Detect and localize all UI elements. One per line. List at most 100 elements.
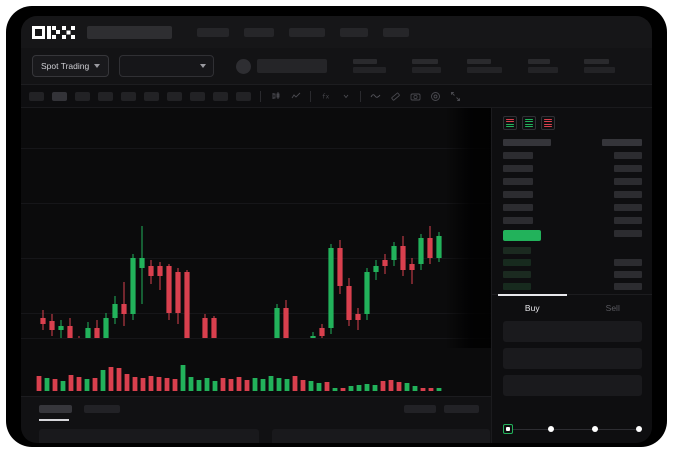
ask-price-0[interactable]: [503, 139, 551, 146]
bid-price-2[interactable]: [503, 271, 531, 278]
spread-amount: [614, 230, 642, 237]
candle-body-16: [184, 272, 190, 338]
slider-track: [506, 428, 639, 430]
buy-tab[interactable]: Buy: [492, 294, 573, 321]
timeframe-button-0[interactable]: [29, 91, 44, 101]
timeframe-button-3[interactable]: [98, 91, 113, 101]
bid-price-1[interactable]: [503, 259, 531, 266]
nav-item-2[interactable]: [289, 27, 325, 37]
volume-bar-41: [364, 384, 370, 391]
slider-step-dot-1[interactable]: [592, 426, 598, 432]
timeframe-button-1[interactable]: [52, 91, 67, 101]
nav-item-1[interactable]: [244, 27, 274, 37]
nav-item-0[interactable]: [197, 27, 229, 37]
orderbook-mode-asks[interactable]: [541, 116, 555, 130]
okx-logo[interactable]: [32, 25, 75, 39]
ask-amount-2: [614, 165, 642, 172]
buy-sell-tabs: Buy Sell: [492, 294, 652, 321]
timeframe-button-4[interactable]: [121, 91, 136, 101]
search-input[interactable]: [87, 25, 172, 39]
order-total-field[interactable]: [503, 375, 642, 396]
camera-icon[interactable]: [410, 91, 421, 102]
ruler-icon[interactable]: [390, 91, 401, 102]
line-chart-icon[interactable]: [290, 91, 301, 102]
order-price-field[interactable]: [503, 321, 642, 342]
gridline-2: [21, 258, 491, 259]
volume-bar-17: [172, 379, 178, 391]
ticker-stat-value: [584, 67, 616, 73]
bid-price-0[interactable]: [503, 247, 531, 254]
candle-body-13: [157, 266, 163, 276]
ticker-stat-2: [467, 59, 503, 73]
bottom-tab-0[interactable]: [39, 405, 72, 413]
volume-bar-0: [36, 376, 42, 391]
volume-bar-11: [124, 374, 130, 391]
sell-tab[interactable]: Sell: [573, 295, 653, 321]
bottom-right-tab-1[interactable]: [444, 405, 479, 413]
slider-step-dot-2[interactable]: [636, 426, 642, 432]
volume-bar-50: [436, 388, 442, 391]
ask-price-1[interactable]: [503, 152, 533, 159]
bottom-card-1[interactable]: [272, 429, 490, 443]
volume-bar-9: [108, 367, 114, 391]
nav-item-3[interactable]: [340, 27, 368, 37]
ask-price-3[interactable]: [503, 178, 533, 185]
volume-bar-3: [60, 381, 66, 391]
candle-body-31: [319, 328, 325, 336]
volume-bar-49: [428, 388, 434, 391]
candle-body-3: [67, 326, 73, 338]
ask-amount-6: [614, 217, 642, 224]
ask-price-4[interactable]: [503, 191, 533, 198]
slider-handle[interactable]: [503, 424, 513, 434]
timeframe-button-8[interactable]: [213, 91, 228, 101]
candle-body-1: [49, 321, 55, 330]
spread-price-row[interactable]: [503, 230, 541, 241]
volume-bar-6: [84, 379, 90, 391]
orderbook-mode-row: [544, 119, 552, 121]
price-chart-region[interactable]: [21, 108, 491, 338]
volume-bar-22: [212, 381, 218, 391]
chevron-down-icon: [94, 64, 101, 68]
timeframe-button-6[interactable]: [167, 91, 182, 101]
volume-chart-region[interactable]: [21, 338, 491, 396]
orderbook-mode-row: [525, 119, 533, 121]
slider-step-dot-0[interactable]: [548, 426, 554, 432]
volume-bar-43: [380, 381, 386, 391]
bottom-right-tab-0[interactable]: [404, 405, 436, 413]
orderbook-mode-row: [506, 123, 514, 125]
order-amount-field[interactable]: [503, 348, 642, 369]
nav-item-4[interactable]: [383, 27, 409, 37]
ask-price-5[interactable]: [503, 204, 533, 211]
orderbook-mode-both[interactable]: [503, 116, 517, 130]
indicators-icon[interactable]: fx: [320, 91, 331, 102]
settings-icon[interactable]: [430, 91, 441, 102]
timeframe-button-7[interactable]: [190, 91, 205, 101]
fullscreen-icon[interactable]: [450, 91, 461, 102]
top-header: [21, 16, 652, 48]
orderbook-mode-bids[interactable]: [522, 116, 536, 130]
volume-bar-40: [356, 385, 362, 391]
volume-bar-4: [68, 375, 74, 391]
timeframe-button-2[interactable]: [75, 91, 90, 101]
candlestick-chart-icon[interactable]: [270, 91, 281, 102]
candle-body-37: [373, 266, 379, 272]
volume-bar-12: [132, 377, 138, 391]
spot-trading-selector[interactable]: Spot Trading: [32, 55, 110, 77]
ticker-stat-value: [412, 67, 442, 73]
volume-bar-21: [204, 378, 210, 391]
timeframe-button-9[interactable]: [236, 91, 251, 101]
ask-price-2[interactable]: [503, 165, 533, 172]
volume-bar-5: [76, 377, 82, 391]
chart-type-chevron-icon[interactable]: [340, 91, 351, 102]
bottom-card-0[interactable]: [39, 429, 259, 443]
pair-name-label: [257, 59, 328, 73]
volume-bar-29: [268, 376, 274, 391]
bid-price-3[interactable]: [503, 283, 531, 290]
wave-icon[interactable]: [370, 91, 381, 102]
trading-pair-select[interactable]: [119, 55, 215, 77]
bottom-tab-1[interactable]: [84, 405, 120, 413]
order-book-rows[interactable]: [492, 137, 652, 294]
amount-percent-slider[interactable]: [503, 424, 642, 434]
timeframe-button-5[interactable]: [144, 91, 159, 101]
ask-price-6[interactable]: [503, 217, 533, 224]
